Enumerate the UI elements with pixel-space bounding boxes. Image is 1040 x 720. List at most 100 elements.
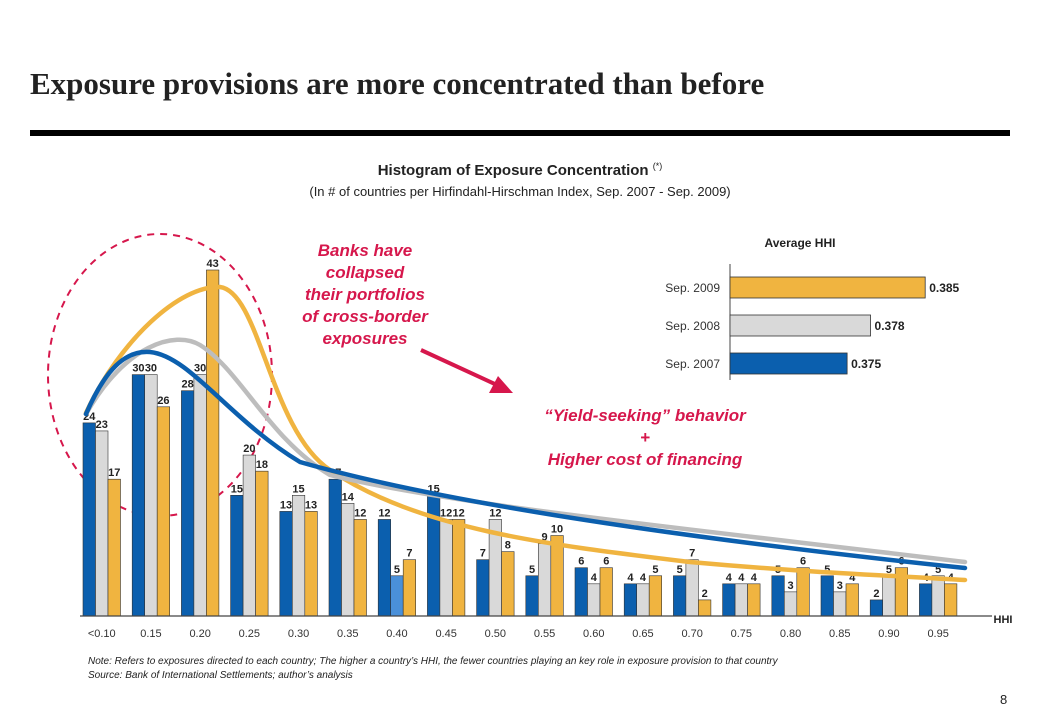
bar-value-label: 10 [551, 524, 563, 536]
bar-value-label: 7 [689, 548, 695, 560]
bar-value-label: 28 [182, 379, 194, 391]
bar-value-label: 30 [132, 363, 144, 375]
average-hhi-bar [729, 314, 871, 337]
bar-value-label: 30 [145, 363, 157, 375]
callout-line: Banks have [317, 241, 413, 260]
callout-arrow-shaft [420, 348, 498, 387]
bar-sep-2007 [476, 559, 490, 617]
bar-value-label: 5 [394, 564, 400, 576]
bar-value-label: 20 [243, 443, 255, 455]
average-hhi-label: Sep. 2009 [665, 281, 720, 295]
callout-line: Higher cost of financing [547, 450, 743, 469]
bar-sep-2008 [833, 591, 847, 617]
callout-portfolio-collapse: Banks have collapsed their portfolios of… [270, 240, 460, 350]
bar-value-label: 26 [157, 395, 169, 407]
curve-sep-2007 [83, 349, 968, 571]
bar-value-label: 9 [541, 532, 547, 544]
x-tick-label: 0.25 [239, 628, 260, 640]
bar-sep-2007 [131, 374, 145, 617]
note-line: Note: Refers to exposures directed to ea… [88, 656, 778, 667]
chart-title: Histogram of Exposure Concentration (*) [0, 161, 1040, 179]
bar-sep-2007 [919, 583, 933, 617]
average-hhi-value-label: 0.385 [929, 281, 959, 295]
bar-sep-2007 [574, 567, 588, 617]
bar-value-label: 14 [342, 491, 355, 503]
bar-value-label: 6 [800, 556, 806, 568]
callout-line: exposures [322, 329, 408, 348]
bar-sep-2008 [734, 583, 748, 617]
bar-sep-2007 [869, 599, 884, 617]
bar-value-label: 4 [738, 572, 745, 584]
bar-sep-2009 [501, 551, 515, 617]
bar-sep-2007 [279, 511, 293, 617]
curve-sep-2008 [83, 337, 968, 565]
x-tick-label: 0.75 [731, 628, 752, 640]
bar-sep-2008 [882, 575, 896, 617]
x-tick-label: <0.10 [88, 628, 116, 640]
callout-line: + [640, 428, 650, 447]
bar-sep-2009 [698, 599, 712, 617]
average-hhi-value-label: 0.378 [875, 319, 905, 333]
bar-value-label: 6 [578, 556, 584, 568]
x-tick-label: 0.70 [681, 628, 702, 640]
bar-sep-2009 [747, 583, 761, 617]
x-tick-label: 0.30 [288, 628, 309, 640]
bar-sep-2009 [452, 519, 466, 617]
callout-line: collapsed [325, 263, 405, 282]
bar-value-label: 23 [96, 419, 108, 431]
bar-value-label: 15 [292, 483, 304, 495]
chart-title-text: Histogram of Exposure Concentration [377, 162, 649, 179]
average-hhi-bar [729, 352, 848, 375]
bar-sep-2008 [341, 503, 355, 617]
bar-value-label: 4 [751, 572, 758, 584]
bar-value-label: 13 [305, 499, 317, 511]
average-hhi-value-label: 0.375 [851, 357, 881, 371]
bar-value-label: 13 [280, 499, 292, 511]
x-tick-label: 0.50 [485, 628, 506, 640]
bar-value-label: 4 [627, 572, 634, 584]
bar-value-label: 12 [354, 507, 366, 519]
bar-sep-2008 [291, 495, 306, 617]
bar-value-label: 5 [886, 564, 892, 576]
bar-sep-2009 [944, 583, 958, 617]
callout-line: “Yield-seeking” behavior [544, 406, 746, 425]
bar-value-label: 3 [787, 580, 793, 592]
bar-sep-2008 [931, 575, 945, 617]
x-tick-label: 0.60 [583, 628, 604, 640]
x-tick-label: 0.65 [632, 628, 653, 640]
bar-sep-2007 [722, 583, 736, 617]
bar-value-label: 18 [256, 459, 268, 471]
bar-sep-2007 [771, 575, 785, 617]
bar-value-label: 12 [440, 507, 452, 519]
bar-sep-2009 [107, 478, 121, 617]
bar-sep-2007 [328, 478, 342, 617]
bar-sep-2009 [255, 470, 269, 617]
bar-value-label: 17 [108, 467, 120, 479]
x-tick-label: 0.35 [337, 628, 358, 640]
x-tick-label: 0.55 [534, 628, 555, 640]
callout-line: their portfolios [305, 285, 425, 304]
curve-sep-2009 [83, 284, 968, 583]
bar-value-label: 5 [652, 564, 658, 576]
bar-value-label: 5 [824, 564, 830, 576]
callout-line: of cross-border [302, 307, 428, 326]
bar-value-label: 7 [480, 548, 486, 560]
bar-sep-2009 [845, 583, 859, 617]
x-tick-label: 0.15 [140, 628, 161, 640]
bar-value-label: 2 [702, 588, 708, 600]
bar-value-label: 8 [505, 540, 511, 552]
bar-sep-2008 [193, 374, 207, 617]
bar-sep-2007 [230, 495, 244, 617]
x-tick-label: 0.85 [829, 628, 850, 640]
bar-value-label: 15 [231, 483, 243, 495]
average-hhi-label: Sep. 2007 [665, 357, 720, 371]
bar-value-label: 4 [849, 572, 856, 584]
x-tick-label: 0.95 [927, 628, 948, 640]
bar-value-label: 30 [194, 363, 206, 375]
bar-value-label: 5 [677, 564, 683, 576]
bar-sep-2008 [439, 519, 453, 617]
chart-title-footnote-mark: (*) [652, 161, 663, 171]
bar-sep-2008 [95, 430, 109, 617]
chart-subtitle: (In # of countries per Hirfindahl-Hirsch… [309, 184, 731, 199]
